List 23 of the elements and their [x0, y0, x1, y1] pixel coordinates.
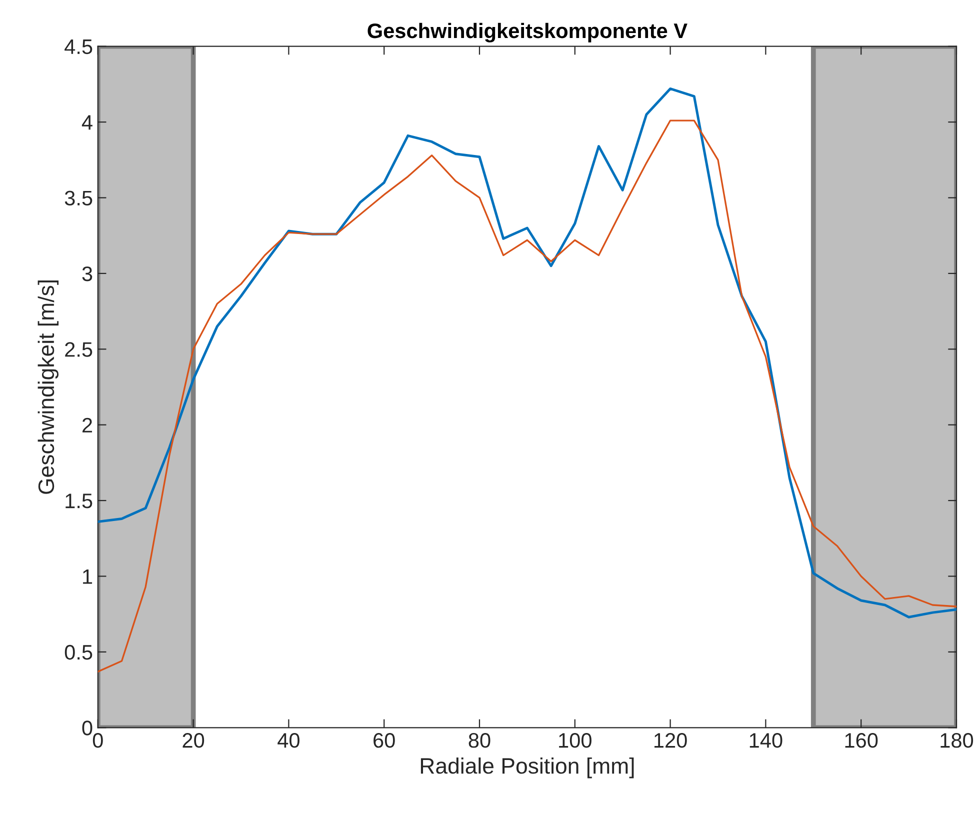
x-tick-label: 20 — [182, 733, 204, 748]
x-tick-label: 140 — [750, 733, 782, 748]
x-tick-label: 80 — [468, 733, 490, 748]
chart-title: Geschwindigkeitskomponente V — [368, 22, 688, 42]
y-tick-label: 4.5 — [64, 40, 92, 54]
y-tick-label: 1 — [83, 569, 92, 584]
y-tick-label: 0 — [82, 720, 92, 736]
y-tick-label: 3.5 — [64, 190, 92, 206]
x-tick-label: 60 — [374, 733, 395, 748]
y-tick-label: 2 — [82, 418, 92, 432]
x-tick-label: 40 — [278, 733, 300, 748]
y-axis-title: Geschwindigkeit [m/s] — [38, 280, 59, 494]
y-tick-label: 2.5 — [65, 342, 92, 357]
y-tick-label: 0.5 — [64, 644, 92, 660]
x-axis-title: Radiale Position [mm] — [420, 757, 634, 778]
y-tick-label: 1.5 — [66, 494, 92, 508]
y-tick-label: 3 — [82, 266, 92, 282]
x-tick-label: 180 — [940, 733, 974, 748]
x-tick-label: 160 — [845, 733, 878, 748]
x-tick-label: 120 — [654, 733, 687, 748]
y-tick-label: 4 — [82, 115, 92, 130]
x-tick-label: 100 — [559, 733, 592, 748]
x-tick-label: 0 — [92, 733, 103, 748]
